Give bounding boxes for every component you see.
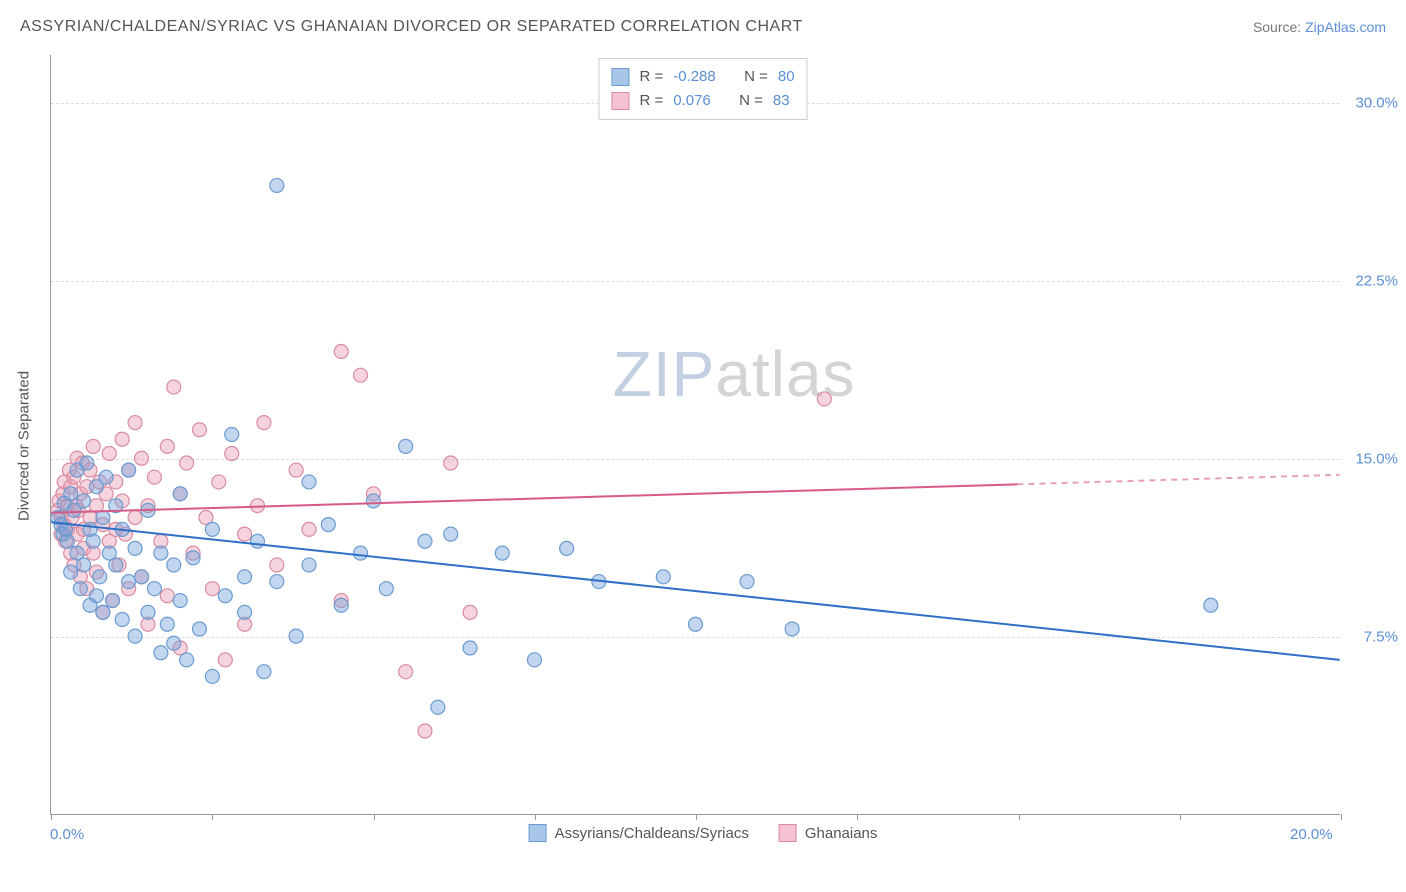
legend-row-assyrian: R = -0.288 N = 80 [611, 65, 794, 89]
chart-canvas [51, 55, 1340, 814]
chart-header: ASSYRIAN/CHALDEAN/SYRIAC VS GHANAIAN DIV… [20, 18, 1386, 36]
x-tick [1180, 814, 1181, 820]
n-label: N = [744, 65, 768, 89]
source-attribution: Source: ZipAtlas.com [1253, 19, 1386, 35]
n-value-ghanaian: 83 [773, 89, 790, 113]
swatch-assyrian-icon [529, 824, 547, 842]
source-link[interactable]: ZipAtlas.com [1305, 19, 1386, 35]
r-value-ghanaian: 0.076 [673, 89, 711, 113]
x-tick-label: 20.0% [1290, 826, 1333, 843]
r-value-assyrian: -0.288 [673, 65, 716, 89]
y-tick-label: 30.0% [1355, 94, 1398, 111]
correlation-legend: R = -0.288 N = 80 R = 0.076 N = 83 [598, 58, 807, 120]
series-legend: Assyrians/Chaldeans/Syriacs Ghanaians [529, 824, 878, 842]
x-tick [857, 814, 858, 820]
legend-label-assyrian: Assyrians/Chaldeans/Syriacs [555, 825, 749, 842]
n-value-assyrian: 80 [778, 65, 795, 89]
plot-area: ZIPatlas [50, 55, 1340, 815]
legend-row-ghanaian: R = 0.076 N = 83 [611, 89, 794, 113]
x-tick [1019, 814, 1020, 820]
x-tick [51, 814, 52, 820]
source-label: Source: [1253, 19, 1301, 35]
legend-label-ghanaian: Ghanaians [805, 825, 878, 842]
y-axis-label: Divorced or Separated [16, 371, 33, 521]
n-label: N = [739, 89, 763, 113]
x-tick [696, 814, 697, 820]
y-tick-label: 7.5% [1364, 628, 1398, 645]
r-label: R = [639, 89, 663, 113]
swatch-ghanaian-icon [779, 824, 797, 842]
y-tick-label: 22.5% [1355, 272, 1398, 289]
x-tick [1341, 814, 1342, 820]
x-tick [212, 814, 213, 820]
chart-title: ASSYRIAN/CHALDEAN/SYRIAC VS GHANAIAN DIV… [20, 18, 803, 36]
x-tick-label: 0.0% [50, 826, 84, 843]
y-tick-label: 15.0% [1355, 450, 1398, 467]
r-label: R = [639, 65, 663, 89]
x-tick [535, 814, 536, 820]
legend-item-ghanaian: Ghanaians [779, 824, 878, 842]
swatch-ghanaian [611, 92, 629, 110]
legend-item-assyrian: Assyrians/Chaldeans/Syriacs [529, 824, 749, 842]
x-tick [374, 814, 375, 820]
swatch-assyrian [611, 68, 629, 86]
